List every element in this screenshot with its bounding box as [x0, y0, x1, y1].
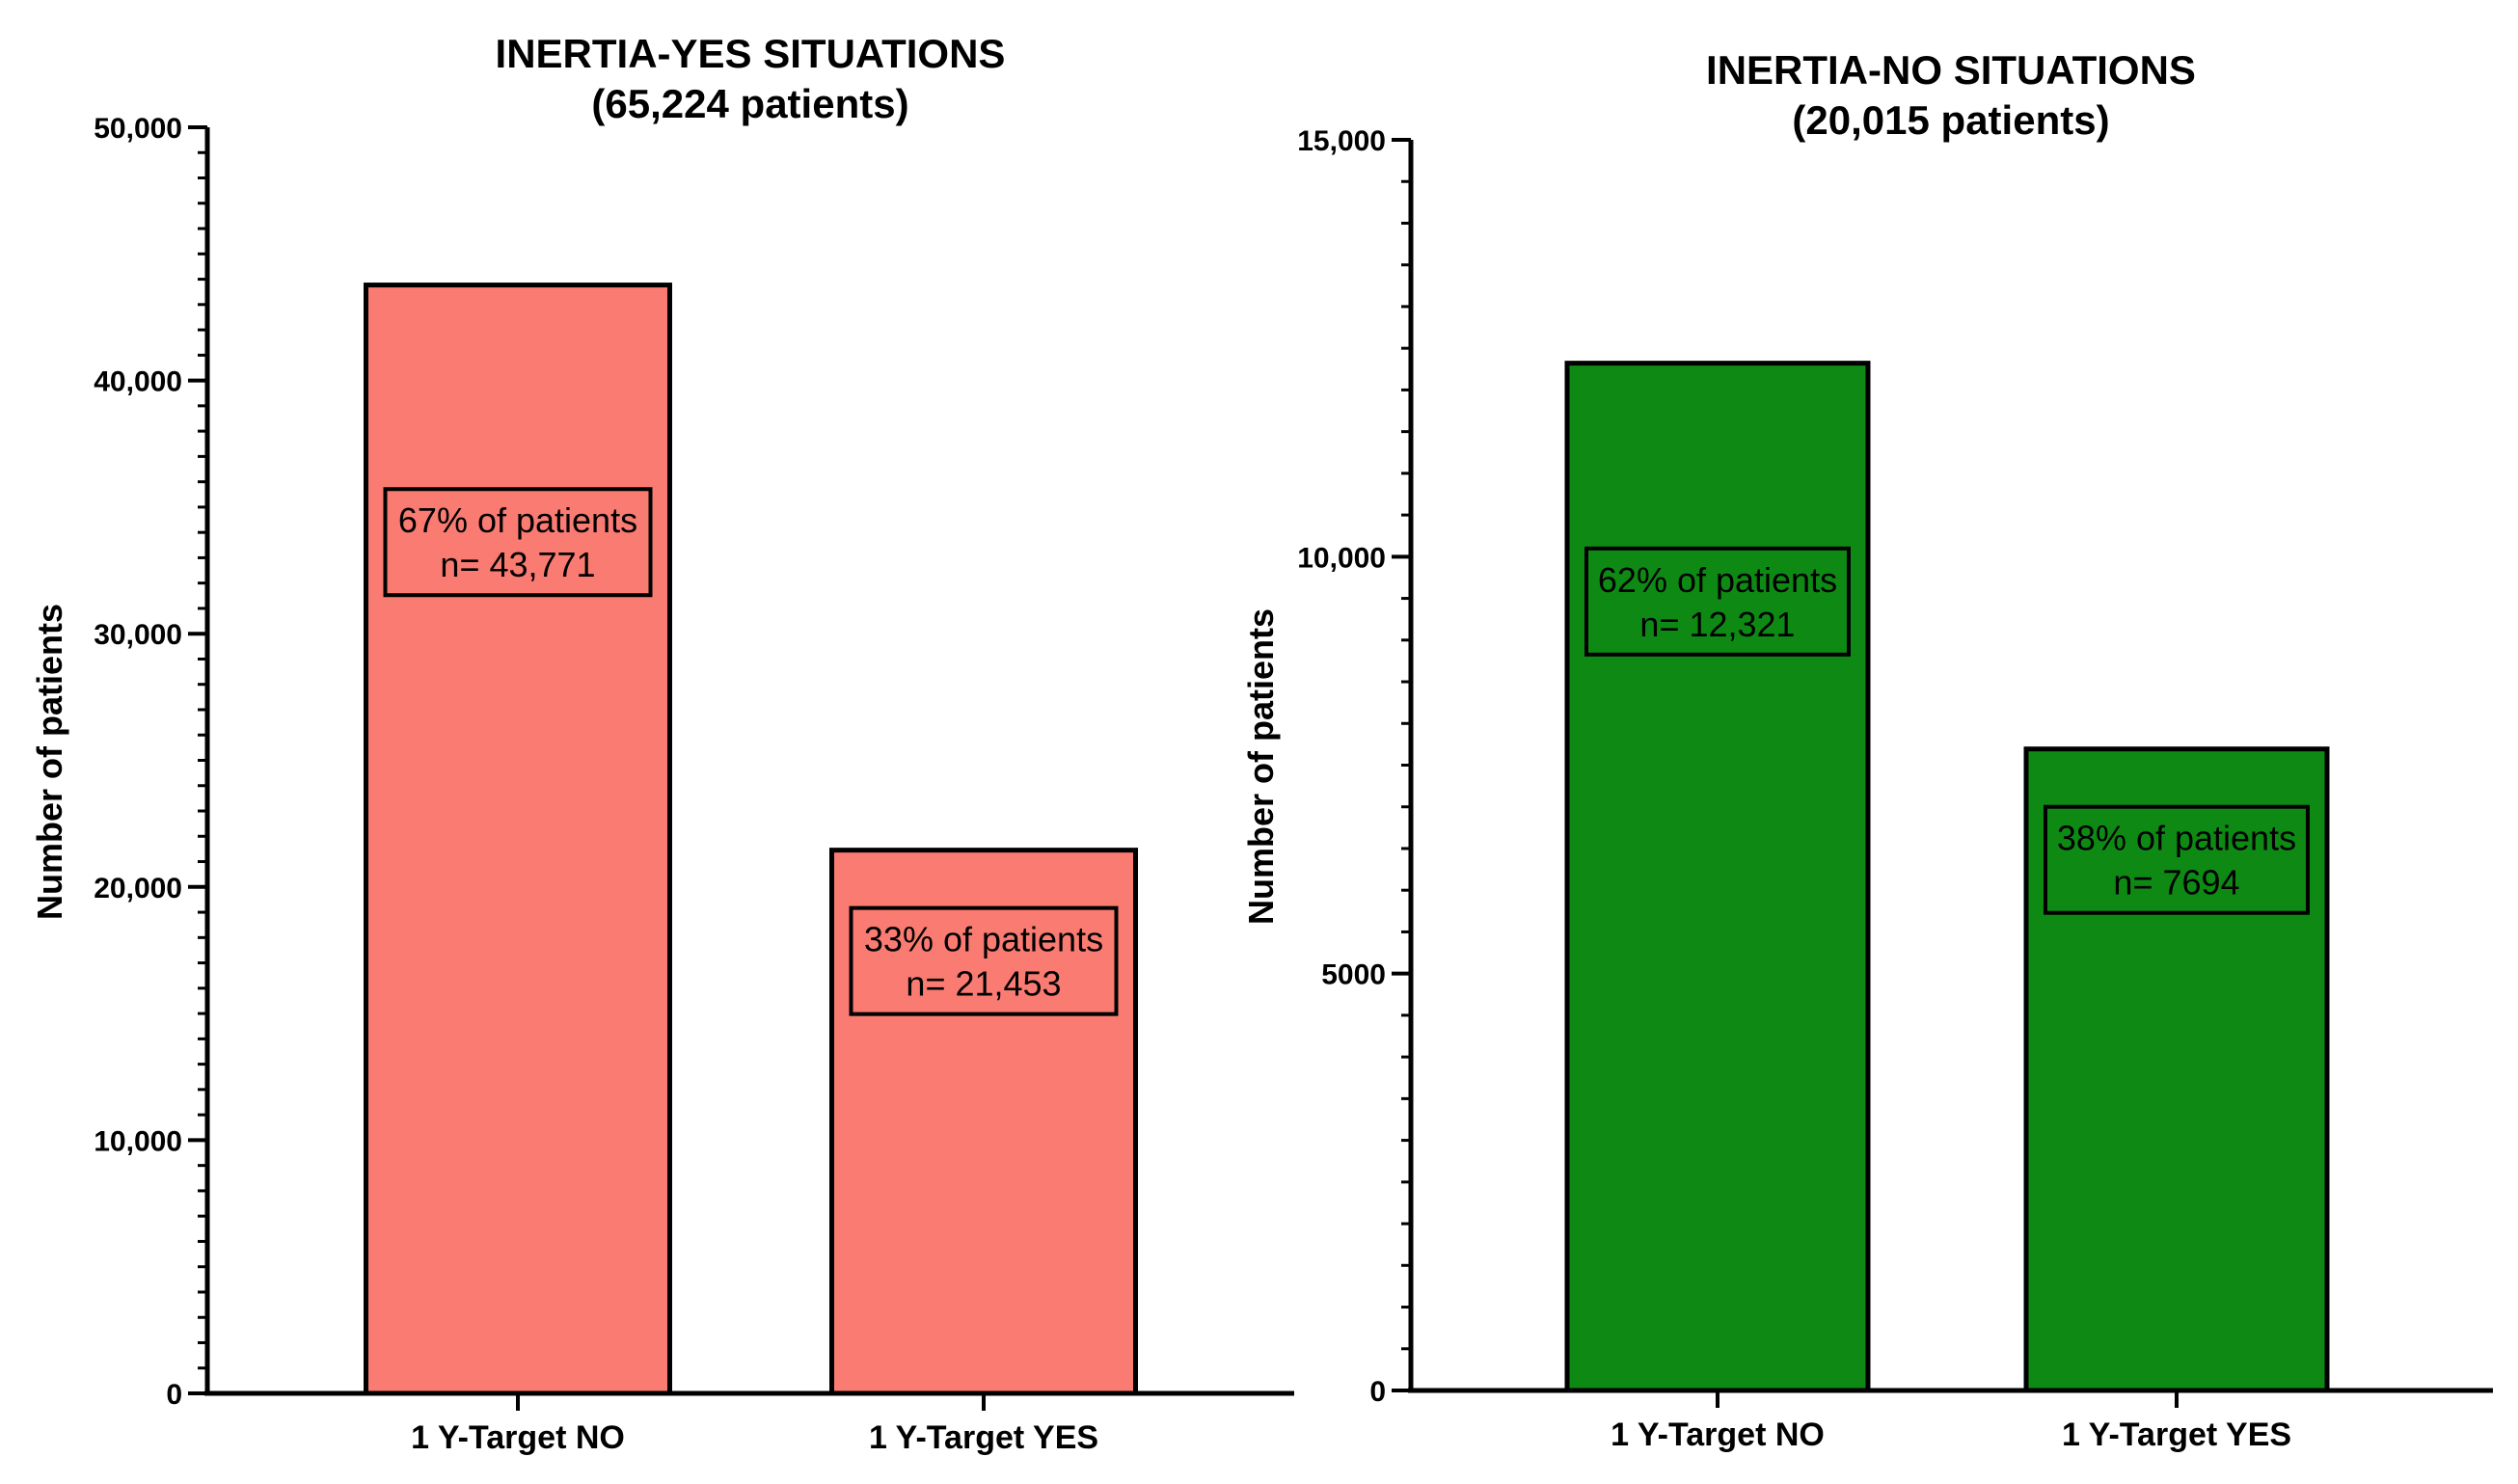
chart2-y-axis: 0 5000 10,000 15,000 [1297, 125, 1411, 1408]
y-tick-label: 50,000 [94, 113, 182, 145]
chart2-subtitle: (20,015 patients) [1792, 97, 2109, 143]
chart1-subtitle: (65,224 patients) [591, 81, 908, 126]
y-tick-label: 40,000 [94, 366, 182, 398]
x-category-label: 1 Y-Target NO [411, 1419, 625, 1456]
chart-inertia-no: INERTIA-NO SITUATIONS (20,015 patients) … [1241, 47, 2493, 1453]
chart1-y-axis: 0 10,000 20,000 30,000 40,000 50,000 [94, 113, 207, 1411]
bar [829, 848, 1138, 1396]
x-category-label: 1 Y-Target NO [1611, 1417, 1825, 1453]
y-tick-label: 10,000 [94, 1125, 182, 1157]
annotation-percent-label: 38% of patients [2057, 819, 2296, 858]
chart-inertia-yes: INERTIA-YES SITUATIONS (65,224 patients)… [30, 31, 1294, 1456]
annotation-box [2044, 804, 2310, 915]
chart2-bars: 62% of patients n= 12,321 38% of patients n… [1564, 361, 2330, 1393]
chart2-title: INERTIA-NO SITUATIONS [1706, 47, 2196, 93]
bar [364, 283, 672, 1396]
y-tick-label: 20,000 [94, 873, 182, 904]
y-tick-label: 30,000 [94, 619, 182, 651]
x-category-label: 1 Y-Target YES [2062, 1417, 2291, 1453]
annotation-count-label: n= 7694 [2113, 863, 2239, 903]
chart2-y-axis-label: Number of patients [1241, 608, 1281, 925]
chart1-title: INERTIA-YES SITUATIONS [496, 31, 1006, 76]
annotation-count-label: n= 43,771 [440, 545, 595, 584]
y-tick-label: 0 [1369, 1376, 1386, 1408]
annotation-percent-label: 33% of patients [864, 920, 1103, 959]
bar [2023, 746, 2330, 1393]
chart1-y-axis-label: Number of patients [30, 604, 69, 920]
annotation-box [383, 487, 653, 598]
annotation-count-label: n= 21,453 [906, 964, 1061, 1004]
chart1-x-axis: 1 Y-Target NO 1 Y-Target YES [411, 1393, 1098, 1456]
y-tick-label: 10,000 [1297, 542, 1386, 574]
annotation-percent-label: 62% of patients [1598, 560, 1837, 600]
annotation-box [1584, 546, 1851, 657]
bar [1564, 361, 1871, 1393]
x-category-label: 1 Y-Target YES [869, 1419, 1098, 1456]
annotation-box [849, 905, 1119, 1016]
annotation-percent-label: 67% of patients [398, 500, 637, 540]
y-tick-label: 0 [166, 1379, 182, 1411]
chart1-bars: 67% of patients n= 43,771 33% of patients n… [364, 283, 1138, 1396]
y-tick-label: 15,000 [1297, 125, 1386, 157]
chart2-x-axis: 1 Y-Target NO 1 Y-Target YES [1611, 1390, 2291, 1453]
y-tick-label: 5000 [1321, 959, 1386, 991]
annotation-count-label: n= 12,321 [1639, 605, 1795, 644]
